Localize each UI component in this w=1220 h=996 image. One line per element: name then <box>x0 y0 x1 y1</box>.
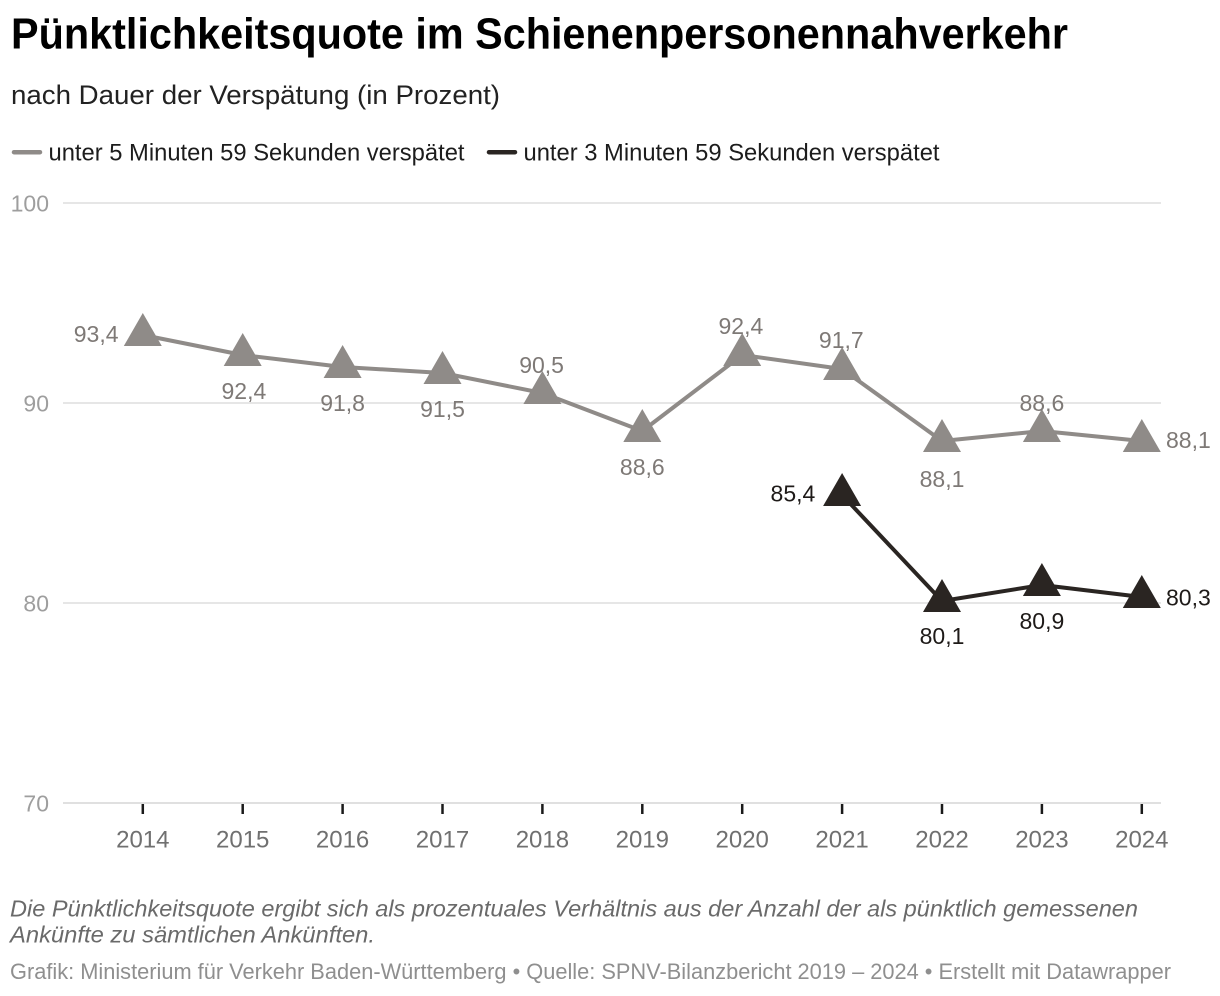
svg-text:2023: 2023 <box>1015 827 1068 854</box>
svg-text:Ankünfte zu sämtlichen Ankünft: Ankünfte zu sämtlichen Ankünften. <box>8 922 375 948</box>
svg-text:91,5: 91,5 <box>420 396 465 422</box>
svg-text:2022: 2022 <box>915 827 968 854</box>
svg-text:92,4: 92,4 <box>719 313 764 339</box>
svg-text:Pünktlichkeitsquote im Schiene: Pünktlichkeitsquote im Schienenpersonenn… <box>11 10 1068 59</box>
svg-text:88,1: 88,1 <box>1166 427 1211 453</box>
svg-text:nach Dauer der Verspätung (in: nach Dauer der Verspätung (in Prozent) <box>11 80 500 110</box>
svg-text:2024: 2024 <box>1115 827 1168 854</box>
svg-text:Die Pünktlichkeitsquote ergibt: Die Pünktlichkeitsquote ergibt sich als … <box>10 896 1138 922</box>
svg-text:Grafik: Ministerium für Verkeh: Grafik: Ministerium für Verkehr Baden-Wü… <box>10 959 1171 984</box>
svg-text:80,9: 80,9 <box>1020 608 1065 634</box>
svg-text:2016: 2016 <box>316 827 369 854</box>
svg-text:91,7: 91,7 <box>819 327 864 353</box>
svg-text:80: 80 <box>23 591 49 617</box>
svg-text:93,4: 93,4 <box>74 321 119 347</box>
svg-text:2018: 2018 <box>516 827 569 854</box>
svg-text:85,4: 85,4 <box>771 481 816 507</box>
svg-text:unter 5 Minuten 59 Sekunden ve: unter 5 Minuten 59 Sekunden verspätet <box>49 140 465 167</box>
svg-text:100: 100 <box>11 191 49 217</box>
svg-text:88,6: 88,6 <box>1020 390 1065 416</box>
svg-text:2019: 2019 <box>616 827 669 854</box>
svg-text:2015: 2015 <box>216 827 269 854</box>
svg-text:90: 90 <box>23 391 49 417</box>
svg-text:unter 3 Minuten 59 Sekunden ve: unter 3 Minuten 59 Sekunden verspätet <box>524 140 940 167</box>
svg-text:90,5: 90,5 <box>519 352 564 378</box>
svg-text:70: 70 <box>23 791 49 817</box>
svg-text:80,1: 80,1 <box>920 623 965 649</box>
svg-text:2014: 2014 <box>116 827 169 854</box>
svg-text:92,4: 92,4 <box>222 378 267 404</box>
svg-text:2017: 2017 <box>416 827 469 854</box>
svg-text:88,6: 88,6 <box>620 454 665 480</box>
svg-text:91,8: 91,8 <box>320 390 365 416</box>
svg-text:88,1: 88,1 <box>920 466 965 492</box>
svg-text:80,3: 80,3 <box>1166 585 1211 611</box>
svg-text:2020: 2020 <box>716 827 769 854</box>
svg-text:2021: 2021 <box>815 827 868 854</box>
